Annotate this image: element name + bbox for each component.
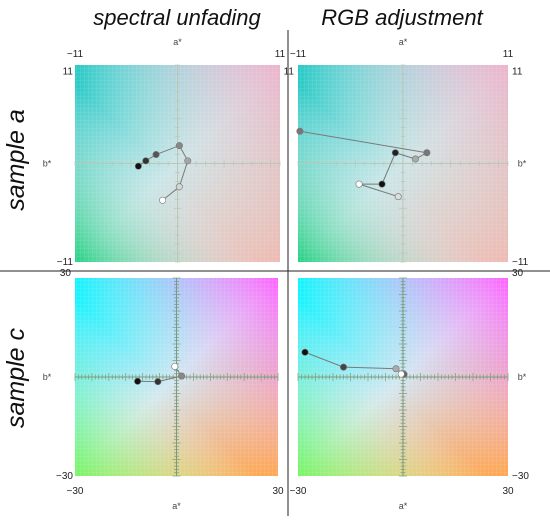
- data-point: [184, 157, 192, 165]
- data-point: [423, 149, 431, 157]
- y-min-tick-label: −11: [512, 257, 529, 268]
- data-point: [378, 180, 386, 188]
- x-max-tick-label: 30: [272, 486, 284, 497]
- data-point: [397, 370, 405, 378]
- data-point: [411, 155, 419, 163]
- x-axis-label: a*: [172, 501, 181, 511]
- y-max-tick-label: 11: [63, 66, 74, 77]
- data-point: [154, 378, 162, 386]
- y-axis-label: b*: [43, 159, 52, 169]
- y-axis-label: b*: [518, 159, 527, 169]
- x-min-tick-label: −11: [67, 49, 84, 60]
- panel-sample-a-spectral-unfading: 11 −11 −11 11 a* b*: [43, 37, 286, 268]
- data-point: [394, 193, 402, 201]
- x-axis-label: a*: [399, 37, 408, 47]
- y-min-tick-label: −11: [57, 257, 74, 268]
- x-min-tick-label: −11: [290, 49, 307, 60]
- y-min-tick-label: −30: [512, 471, 529, 482]
- x-max-tick-label: 11: [275, 49, 286, 60]
- column-title-rgb-adjustment: RGB adjustment: [321, 5, 483, 30]
- data-point: [171, 362, 179, 370]
- data-point: [391, 149, 399, 157]
- data-point: [152, 151, 160, 159]
- data-point: [339, 363, 347, 371]
- y-max-tick-label: 11: [284, 66, 295, 77]
- column-title-spectral-unfading: spectral unfading: [93, 5, 261, 30]
- x-min-tick-label: −30: [67, 486, 84, 497]
- x-max-tick-label: 11: [503, 49, 514, 60]
- x-axis-label: a*: [399, 501, 408, 511]
- y-max-tick-label: 30: [60, 268, 72, 279]
- data-point: [159, 196, 167, 204]
- data-point: [175, 183, 183, 191]
- trajectory-line: [137, 366, 183, 383]
- data-point: [296, 127, 304, 135]
- panel-sample-c-rgb-adjustment: 30 −30 −30 30 a* b*: [290, 268, 530, 511]
- y-axis-label: b*: [518, 372, 527, 382]
- y-min-tick-label: −30: [56, 471, 73, 482]
- x-max-tick-label: 30: [502, 486, 514, 497]
- data-point: [301, 348, 309, 356]
- data-point: [134, 162, 142, 170]
- row-title-sample-c: sample c: [2, 327, 30, 428]
- panel-sample-c-spectral-unfading: 30 −30 −30 30 a* b*: [43, 268, 284, 511]
- x-min-tick-label: −30: [290, 486, 307, 497]
- data-point: [392, 365, 400, 373]
- y-axis-label: b*: [43, 372, 52, 382]
- data-point: [142, 157, 150, 165]
- y-max-tick-label-right: 11: [512, 66, 523, 77]
- y-max-tick-label: 30: [512, 268, 524, 279]
- panel-sample-a-rgb-adjustment: 11 −11 −11 11 11 a* b*: [284, 37, 529, 268]
- data-point: [355, 180, 363, 188]
- row-title-sample-a: sample a: [2, 109, 30, 211]
- data-point: [175, 142, 183, 150]
- x-axis-label: a*: [173, 37, 182, 47]
- data-point: [178, 372, 186, 380]
- data-point: [134, 377, 142, 385]
